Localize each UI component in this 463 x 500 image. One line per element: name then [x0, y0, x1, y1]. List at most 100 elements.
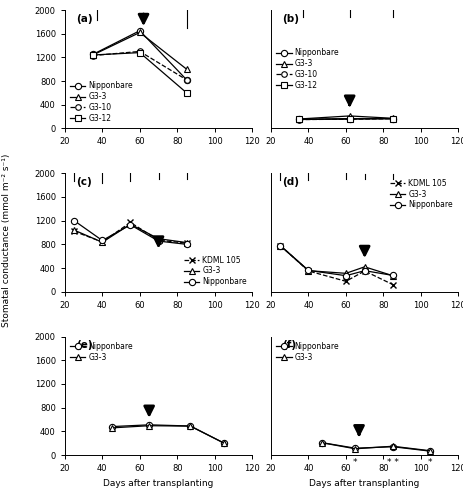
KDML 105 — [306, 268, 311, 274]
Nipponbare — [184, 77, 189, 83]
Nipponbare — [343, 272, 349, 278]
G3-3 — [221, 440, 227, 446]
G3-10 — [296, 116, 302, 122]
G3-3 — [137, 30, 143, 36]
Nipponbare — [306, 268, 311, 274]
Nipponbare — [146, 422, 152, 428]
G3-10 — [137, 48, 143, 54]
Line: Nipponbare: Nipponbare — [108, 422, 227, 446]
Line: Nipponbare: Nipponbare — [71, 218, 190, 248]
Nipponbare — [156, 238, 161, 244]
KDML 105 — [184, 240, 189, 246]
Line: G3-3: G3-3 — [277, 242, 396, 279]
G3-3 — [156, 236, 161, 242]
Legend: KDML 105, G3-3, Nipponbare: KDML 105, G3-3, Nipponbare — [181, 253, 249, 288]
Text: *: * — [428, 458, 432, 466]
Text: (c): (c) — [76, 177, 92, 187]
Nipponbare — [390, 444, 395, 450]
Line: G3-3: G3-3 — [108, 422, 227, 446]
G3-3 — [277, 243, 283, 249]
G3-3 — [343, 270, 349, 276]
Line: G3-12: G3-12 — [296, 116, 396, 122]
Line: G3-10: G3-10 — [296, 116, 395, 122]
Nipponbare — [128, 222, 133, 228]
Text: (b): (b) — [282, 14, 299, 24]
G3-3 — [362, 264, 368, 270]
G3-12 — [347, 116, 352, 122]
G3-3 — [100, 240, 105, 246]
G3-12 — [390, 116, 395, 121]
X-axis label: Days after transplanting: Days after transplanting — [103, 478, 214, 488]
G3-3 — [146, 422, 152, 428]
X-axis label: Days after transplanting: Days after transplanting — [309, 478, 420, 488]
Nipponbare — [100, 238, 105, 244]
G3-3 — [184, 66, 189, 72]
Text: * *: * * — [387, 458, 399, 466]
Line: KDML 105: KDML 105 — [71, 220, 190, 246]
KDML 105 — [277, 242, 283, 248]
Line: Nipponbare: Nipponbare — [319, 440, 433, 454]
G3-3 — [319, 440, 325, 446]
G3-10 — [90, 52, 96, 59]
Nipponbare — [362, 268, 368, 274]
G3-3 — [296, 116, 302, 122]
Legend: Nipponbare, G3-3: Nipponbare, G3-3 — [274, 340, 342, 364]
G3-3 — [352, 446, 358, 452]
Line: G3-10: G3-10 — [90, 48, 189, 82]
Text: (a): (a) — [76, 14, 93, 24]
G3-3 — [188, 423, 193, 429]
Nipponbare — [90, 52, 96, 58]
G3-10 — [184, 77, 189, 83]
G3-12 — [90, 52, 96, 58]
Legend: KDML 105, G3-3, Nipponbare: KDML 105, G3-3, Nipponbare — [388, 176, 455, 212]
Nipponbare — [296, 116, 302, 122]
Nipponbare — [427, 448, 433, 454]
G3-12 — [137, 50, 143, 56]
Text: *: * — [353, 458, 357, 466]
G3-3 — [427, 448, 433, 454]
Line: G3-3: G3-3 — [71, 221, 190, 246]
Line: G3-3: G3-3 — [296, 113, 396, 122]
KDML 105 — [156, 237, 161, 243]
Nipponbare — [71, 218, 77, 224]
G3-10 — [347, 116, 352, 122]
Text: Stomatal conductance (mmol m⁻² s⁻¹): Stomatal conductance (mmol m⁻² s⁻¹) — [2, 154, 11, 326]
KDML 105 — [100, 239, 105, 245]
G3-10 — [390, 116, 395, 121]
Nipponbare — [390, 272, 395, 278]
Nipponbare — [221, 440, 227, 446]
Line: Nipponbare: Nipponbare — [296, 116, 396, 122]
G3-12 — [296, 116, 302, 122]
Nipponbare — [277, 242, 283, 248]
Legend: Nipponbare, G3-3: Nipponbare, G3-3 — [68, 340, 135, 364]
Legend: Nipponbare, G3-3, G3-10, G3-12: Nipponbare, G3-3, G3-10, G3-12 — [68, 79, 135, 126]
Nipponbare — [390, 116, 395, 121]
Nipponbare — [184, 242, 189, 248]
G3-3 — [109, 425, 114, 431]
Line: KDML 105: KDML 105 — [277, 242, 396, 288]
KDML 105 — [128, 220, 133, 226]
G3-3 — [390, 116, 395, 121]
Nipponbare — [137, 28, 143, 34]
G3-12 — [184, 90, 189, 96]
Nipponbare — [347, 116, 352, 121]
G3-3 — [347, 113, 352, 119]
KDML 105 — [390, 282, 395, 288]
Nipponbare — [109, 424, 114, 430]
G3-3 — [71, 227, 77, 233]
G3-3 — [184, 240, 189, 246]
Nipponbare — [319, 440, 325, 446]
KDML 105 — [343, 278, 349, 284]
Text: (d): (d) — [282, 177, 299, 187]
G3-3 — [390, 272, 395, 278]
Legend: Nipponbare, G3-3, G3-10, G3-12: Nipponbare, G3-3, G3-10, G3-12 — [274, 46, 342, 92]
KDML 105 — [71, 228, 77, 234]
Line: G3-12: G3-12 — [90, 50, 190, 96]
G3-3 — [306, 268, 311, 274]
G3-3 — [90, 52, 96, 58]
G3-3 — [128, 221, 133, 227]
Nipponbare — [188, 423, 193, 429]
Line: Nipponbare: Nipponbare — [277, 242, 396, 279]
Text: (f): (f) — [282, 340, 296, 350]
Line: Nipponbare: Nipponbare — [90, 28, 190, 83]
